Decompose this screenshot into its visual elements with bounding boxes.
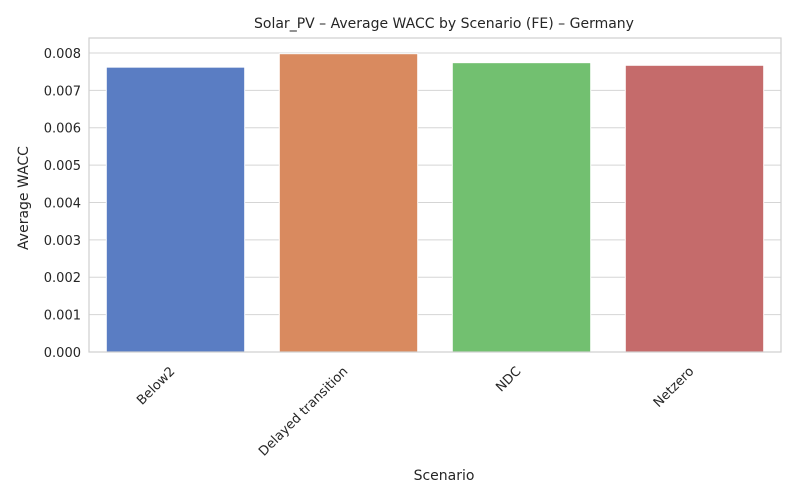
x-tick-label: Delayed transition (256, 364, 351, 459)
y-tick-label: 0.005 (44, 159, 81, 174)
x-tick-label: Netzero (651, 364, 697, 410)
bar-layer (105, 53, 765, 353)
y-tick-label: 0.008 (44, 47, 81, 62)
y-tick-label: 0.003 (44, 234, 81, 249)
y-tick-label: 0.006 (44, 122, 81, 137)
bar (624, 64, 765, 353)
x-tick-label: Below2 (134, 364, 178, 408)
x-tick-label: NDC (493, 364, 524, 395)
bar (278, 53, 419, 353)
bar (451, 62, 592, 353)
y-axis-label: Average WACC (16, 146, 32, 250)
chart-title: Solar_PV – Average WACC by Scenario (FE)… (254, 16, 634, 32)
x-axis-label: Scenario (414, 468, 475, 484)
y-tick-label: 0.001 (44, 309, 81, 324)
y-tick-label: 0.000 (44, 346, 81, 361)
y-tick-label: 0.007 (44, 84, 81, 99)
bar (105, 66, 246, 353)
y-tick-label: 0.002 (44, 271, 81, 286)
plot-frame (88, 37, 782, 353)
y-tick-label: 0.004 (44, 196, 81, 211)
